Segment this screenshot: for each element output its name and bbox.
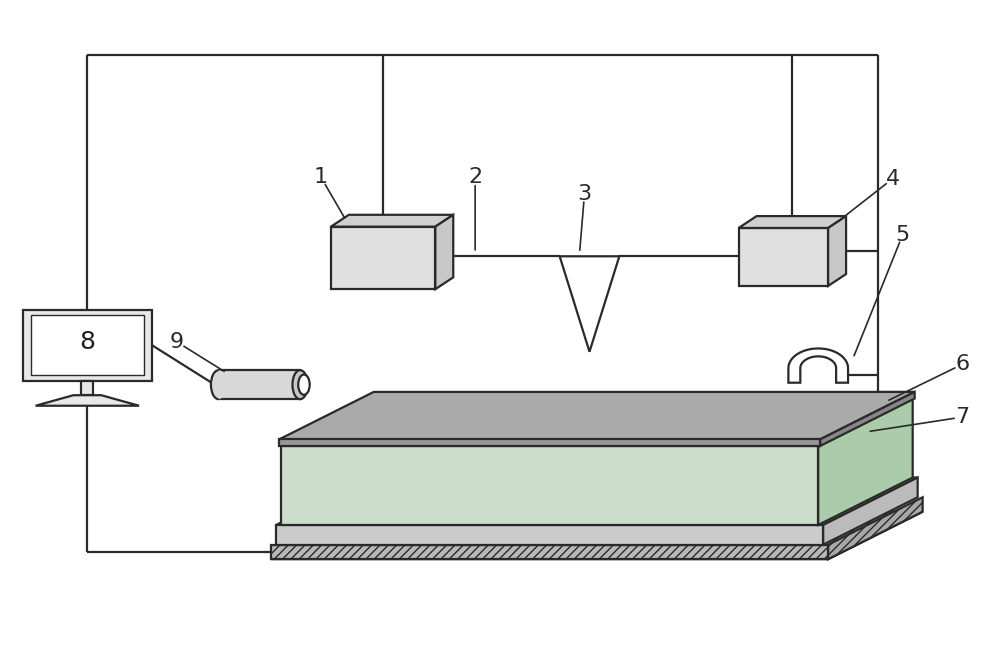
Polygon shape	[276, 525, 823, 544]
Polygon shape	[271, 544, 828, 559]
Polygon shape	[276, 477, 918, 525]
Polygon shape	[219, 371, 300, 399]
Text: 2: 2	[468, 167, 482, 187]
Text: 5: 5	[896, 224, 910, 244]
Ellipse shape	[298, 374, 310, 395]
Text: 3: 3	[577, 184, 592, 204]
Polygon shape	[279, 392, 915, 440]
Text: 8: 8	[79, 330, 95, 354]
Polygon shape	[31, 315, 144, 375]
Polygon shape	[828, 497, 923, 559]
Text: 1: 1	[314, 167, 328, 187]
Polygon shape	[739, 228, 828, 286]
Polygon shape	[820, 392, 915, 446]
Text: 9: 9	[170, 332, 184, 352]
Polygon shape	[823, 477, 918, 544]
Polygon shape	[331, 226, 435, 290]
Polygon shape	[281, 446, 818, 525]
Polygon shape	[279, 440, 820, 446]
Polygon shape	[818, 398, 913, 525]
Polygon shape	[560, 256, 619, 352]
Text: 7: 7	[955, 407, 969, 427]
Polygon shape	[81, 380, 93, 395]
Polygon shape	[281, 398, 913, 446]
Polygon shape	[36, 395, 139, 406]
Polygon shape	[788, 349, 848, 382]
Ellipse shape	[292, 371, 308, 399]
Text: 4: 4	[886, 169, 900, 189]
Polygon shape	[331, 214, 453, 226]
Ellipse shape	[211, 371, 226, 399]
Polygon shape	[271, 512, 923, 559]
Polygon shape	[739, 216, 846, 228]
Polygon shape	[435, 214, 453, 290]
Polygon shape	[828, 216, 846, 286]
Text: 6: 6	[955, 355, 969, 374]
Polygon shape	[23, 309, 152, 380]
